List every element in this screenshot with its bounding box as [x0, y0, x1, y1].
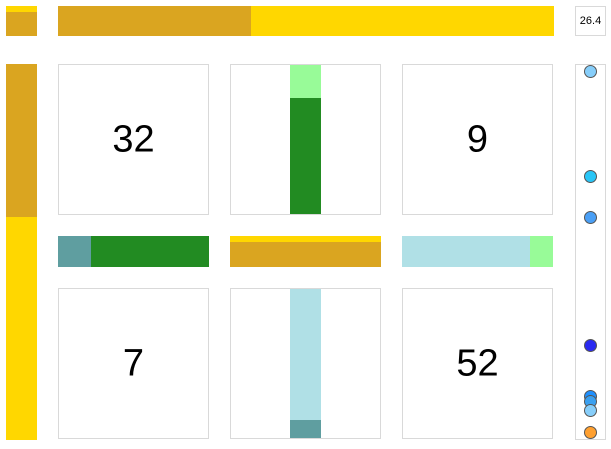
bar-segment: [290, 420, 321, 438]
card-top-right: 9: [402, 64, 553, 215]
card-value: 7: [122, 342, 145, 384]
corner-progress-bar: [6, 6, 37, 36]
mid-left-progress-bar: [58, 236, 209, 267]
card-bottom-left: 7: [58, 288, 209, 439]
card-value: 52: [456, 342, 499, 384]
bar-segment: [290, 289, 321, 421]
score-value: 26.4: [579, 15, 602, 27]
bar-segment: [6, 12, 37, 36]
card-bottom-middle: [230, 288, 381, 439]
card-top-middle: [230, 64, 381, 215]
bar-segment: [6, 64, 37, 218]
bar-segment: [290, 65, 321, 98]
bar-segment: [91, 236, 209, 267]
mid-right-progress-bar: [402, 236, 553, 267]
bar-segment: [58, 236, 92, 267]
bar-segment: [6, 6, 37, 12]
left-progress-bar: [6, 64, 37, 440]
bar-segment: [402, 236, 531, 267]
vertical-progress-bar: [290, 65, 321, 214]
marker-track: [575, 64, 606, 440]
bar-segment: [290, 97, 321, 214]
track-marker-dot: [584, 404, 597, 418]
bar-segment: [230, 236, 381, 243]
bar-segment: [58, 6, 251, 36]
card-value: 9: [466, 118, 489, 160]
bar-segment: [530, 236, 553, 267]
card-value: 32: [112, 118, 155, 160]
bar-segment: [6, 217, 37, 440]
top-progress-bar: [58, 6, 554, 36]
vertical-progress-bar: [290, 289, 321, 438]
track-marker-dot: [584, 169, 597, 183]
track-marker-dot: [584, 339, 597, 353]
track-marker-dot: [584, 211, 597, 225]
mid-center-progress-bar: [230, 236, 381, 267]
card-bottom-right: 52: [402, 288, 553, 439]
card-top-left: 32: [58, 64, 209, 215]
bar-segment: [230, 242, 381, 267]
bar-segment: [250, 6, 554, 36]
track-marker-dot: [584, 426, 597, 439]
track-marker-dot: [584, 65, 597, 78]
score-box: 26.4: [575, 6, 606, 36]
